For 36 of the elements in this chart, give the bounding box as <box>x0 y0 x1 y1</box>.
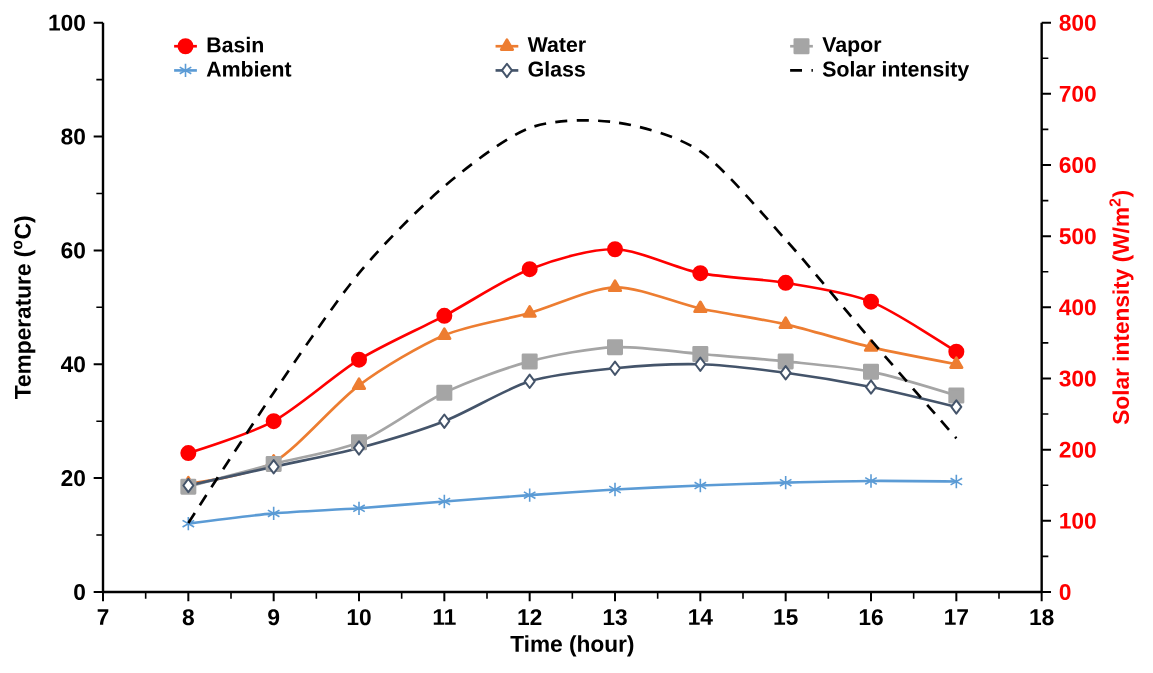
x-tick-label: 13 <box>603 609 627 626</box>
x-tick-label: 8 <box>182 609 194 626</box>
legend-label: Vapor <box>822 37 882 57</box>
y-tick-label: 0 <box>74 583 85 601</box>
legend-label: Glass <box>528 61 585 77</box>
y2-tick-label: 800 <box>1059 14 1096 31</box>
x-tick-label: 14 <box>689 609 713 625</box>
x-tick-label: 17 <box>945 609 968 625</box>
y2-tick-label: 200 <box>1059 441 1096 458</box>
y-tick-label: 60 <box>61 242 85 259</box>
x-tick-label: 18 <box>1030 609 1054 626</box>
x-tick-label: 11 <box>433 609 456 625</box>
y2-tick-label: 600 <box>1059 156 1096 174</box>
y2-tick-label: 700 <box>1059 85 1096 102</box>
y2-tick-label: 500 <box>1059 228 1096 245</box>
y2-tick-label: 300 <box>1059 370 1096 387</box>
x-tick-label: 10 <box>347 609 371 626</box>
y2-tick-label: 100 <box>1060 512 1096 529</box>
y2-tick-label: 0 <box>1059 583 1071 601</box>
y-tick-label: 40 <box>60 356 85 373</box>
x-tick-label: 15 <box>774 609 798 625</box>
legend-label: Basin <box>207 36 263 53</box>
legend-label: Solar intensity <box>822 61 970 81</box>
y2-axis-title: Solar intensity (W/m$^{2}$) <box>1109 191 1134 425</box>
y-axis-title: Temperature ($^{o}$C) <box>13 216 36 399</box>
legend-label: Water <box>527 37 586 53</box>
y2-tick-label: 400 <box>1059 299 1096 316</box>
y-tick-label: 100 <box>49 14 85 31</box>
x-tick-label: 16 <box>859 609 883 626</box>
x-axis-title: Time (hour) <box>510 635 634 657</box>
y-tick-label: 80 <box>61 128 85 145</box>
y-tick-label: 20 <box>61 470 85 487</box>
x-tick-label: 9 <box>268 609 280 626</box>
x-tick-label: 7 <box>97 609 109 625</box>
x-tick-label: 12 <box>518 609 542 625</box>
legend-label: Ambient <box>206 61 292 77</box>
